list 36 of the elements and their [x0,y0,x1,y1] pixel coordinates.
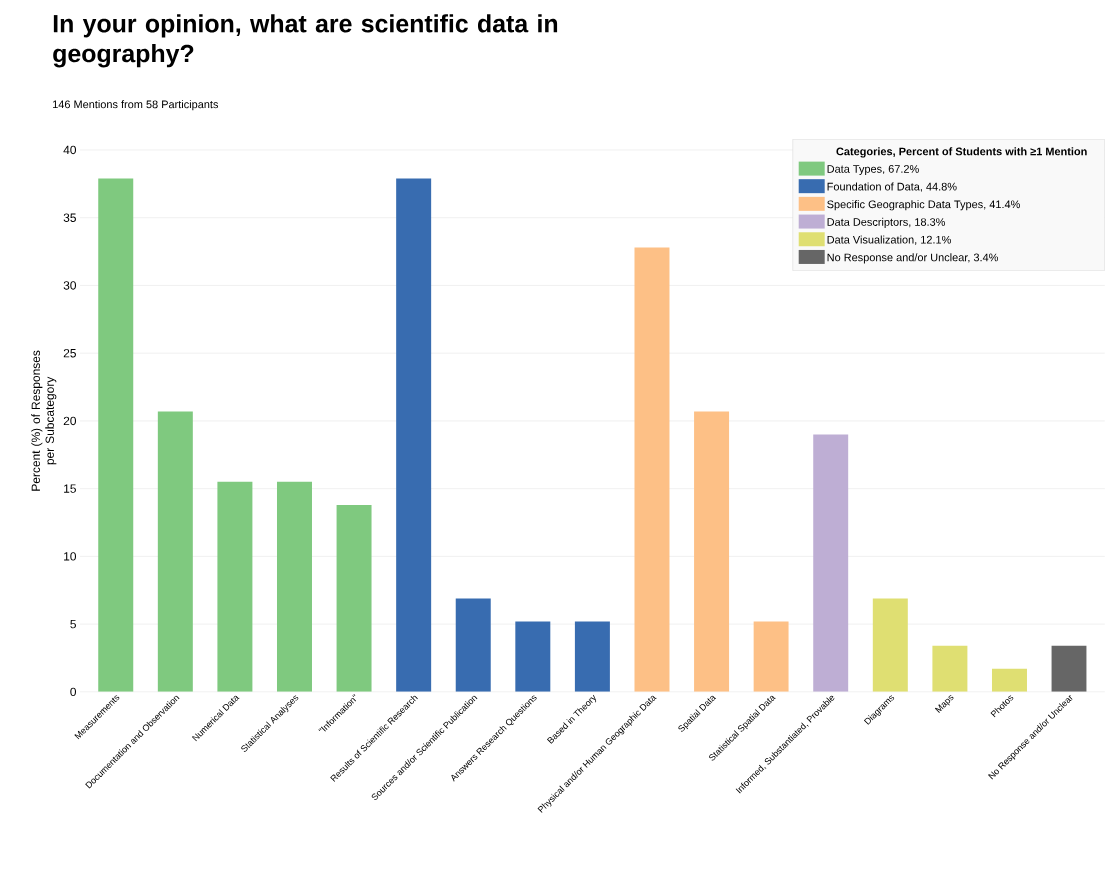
y-tick-label: 35 [63,213,76,222]
bar [1051,645,1087,692]
bar [991,668,1027,692]
legend-label: Data Visualization, 12.1% [827,235,951,245]
y-axis-title: Percent (%) of Responses per Subcategory [31,350,57,491]
y-tick-label: 40 [63,145,77,155]
legend-title: Categories, Percent of Students with ≥1 Mention [836,147,1087,158]
bar [932,645,968,692]
bar [813,434,849,692]
y-tick-label: 15 [64,484,76,493]
legend-label: Foundation of Data, 44.8% [827,182,957,192]
bar [574,621,610,692]
y-tick-label: 30 [63,281,77,290]
bar [872,598,908,692]
bar [157,411,193,692]
legend-label: Data Descriptors, 18.3% [827,217,946,229]
chart-title: In your opinion, what are scientific data in geography? [53,14,558,68]
bar [455,598,491,692]
bar [276,481,312,692]
bar [634,247,670,692]
chart-subtitle: 146 Mentions from 58 Participants [53,100,219,111]
legend-label: No Response and/or Unclear, 3.4% [827,253,999,264]
y-tick-label: 20 [63,416,77,426]
legend-label: Specific Geographic Data Types, 41.4% [827,200,1020,211]
bar [336,504,372,692]
bar [396,178,432,692]
y-tick-label: 25 [63,349,76,358]
y-tick-label: 10 [64,552,77,561]
legend-label: Data Types, 67.2% [827,165,919,176]
y-tick-label: 5 [70,620,76,629]
bar [694,411,730,692]
bar [98,178,134,692]
y-tick-label: 0 [70,687,77,697]
bar [217,481,253,692]
bar [515,621,551,692]
bar [753,621,789,692]
